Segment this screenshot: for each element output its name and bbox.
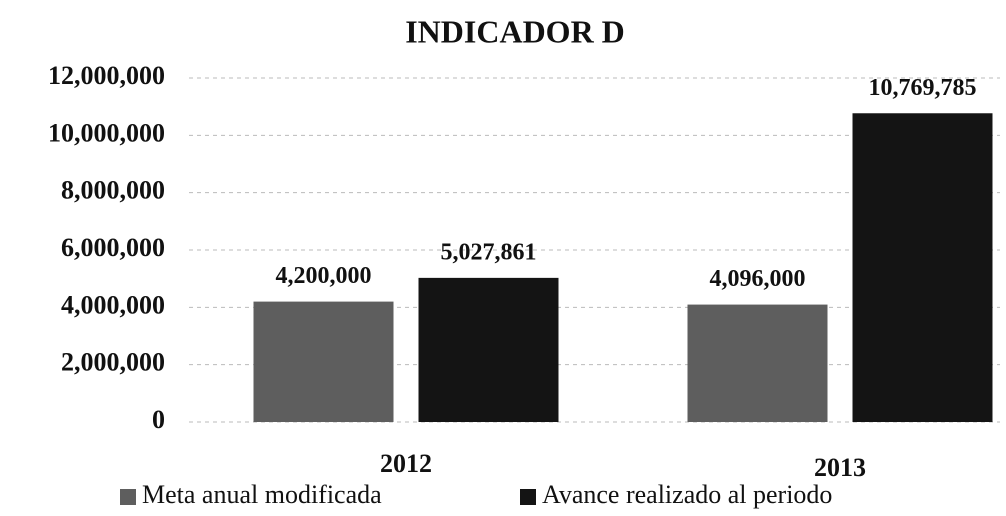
value-label: 4,200,000 (276, 263, 372, 289)
y-tick-label: 8,000,000 (61, 176, 165, 205)
legend-swatch (520, 489, 536, 505)
value-label: 4,096,000 (710, 266, 806, 292)
bar (418, 277, 559, 422)
y-tick-label: 4,000,000 (61, 290, 165, 319)
y-tick-label: 12,000,000 (48, 61, 165, 90)
y-tick-label: 6,000,000 (61, 233, 165, 262)
value-label: 5,027,861 (441, 239, 537, 265)
chart-title: INDICADOR D (405, 13, 625, 49)
y-tick-label: 10,000,000 (48, 118, 165, 147)
legend-swatch (120, 489, 136, 505)
y-tick-label: 2,000,000 (61, 348, 165, 377)
legend-label: Meta anual modificada (142, 480, 382, 509)
x-tick-label: 2012 (380, 449, 432, 478)
bar (253, 301, 394, 422)
x-tick-label: 2013 (814, 453, 866, 482)
legend-label: Avance realizado al periodo (542, 480, 832, 509)
bar (687, 304, 828, 422)
y-tick-label: 0 (152, 405, 165, 434)
value-label: 10,769,785 (869, 75, 977, 101)
bar (852, 113, 993, 422)
